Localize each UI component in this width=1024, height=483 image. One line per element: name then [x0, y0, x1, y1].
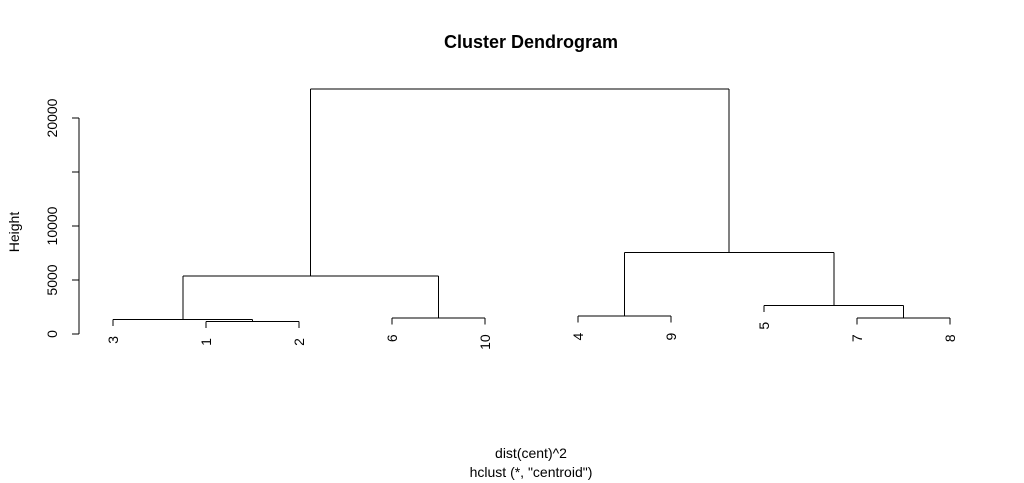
leaf-label-9: 9 [663, 332, 679, 340]
leaf-label-3: 3 [105, 336, 121, 344]
chart-title: Cluster Dendrogram [444, 32, 618, 52]
y-tick-label: 5000 [44, 264, 60, 295]
x-axis-label: dist(cent)^2 [495, 445, 567, 461]
method-sublabel: hclust (*, "centroid") [470, 464, 593, 480]
leaf-labels: 3 1 2 6 10 4 9 5 7 8 [105, 322, 958, 350]
dendrogram-tree [112, 88, 951, 329]
leaf-label-10: 10 [477, 334, 493, 350]
leaf-label-2: 2 [291, 338, 307, 346]
y-axis-label: Height [6, 212, 22, 253]
leaf-label-8: 8 [942, 334, 958, 342]
leaf-label-6: 6 [384, 334, 400, 342]
y-tick-label: 10000 [44, 206, 60, 245]
leaf-label-4: 4 [570, 332, 586, 340]
leaf-label-7: 7 [849, 334, 865, 342]
leaf-label-1: 1 [198, 338, 214, 346]
y-axis: 0 5000 10000 20000 [44, 98, 80, 338]
y-tick-label: 0 [44, 330, 60, 338]
leaf-label-5: 5 [756, 322, 772, 330]
y-tick-label: 20000 [44, 98, 60, 137]
